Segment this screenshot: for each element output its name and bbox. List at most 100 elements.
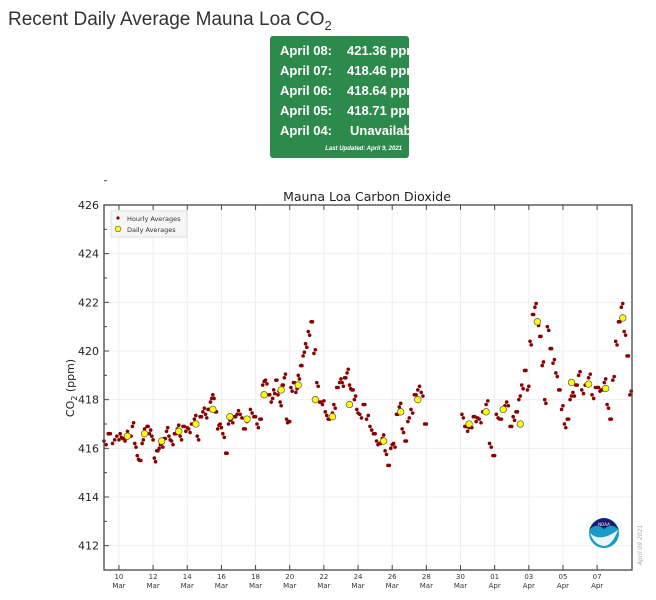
hourly-point [409,407,413,412]
hourly-point [591,396,596,401]
hourly-point [290,389,294,393]
hourly-point [541,360,546,364]
daily-point [602,384,610,393]
x-tick-label: 05 [559,573,568,581]
legend-hourly-marker [116,216,120,220]
daily-point [294,381,302,389]
hourly-point [283,372,288,376]
hourly-point [539,334,543,339]
daily-point [533,318,542,326]
hourly-point [566,417,571,421]
hourly-point [492,453,497,458]
hourly-point [551,361,555,365]
hourly-point [151,438,155,442]
hourly-point [606,406,611,410]
hourly-point [193,413,198,418]
hourly-point [135,453,140,458]
hourly-point [572,394,577,398]
hourly-point [333,406,338,410]
summary-row: April 07: 418.46 ppm [280,63,418,78]
hourly-point [297,377,302,381]
daily-point [157,437,166,445]
hourly-point [609,417,614,421]
hourly-point [337,380,342,385]
daily-point [516,420,524,428]
daily-point [499,405,507,414]
date-stamp: April 09 2021 [637,525,644,566]
summary-row: April 05: 418.71 ppm [280,103,418,118]
hourly-point [117,438,121,442]
x-tick-label: 01 [490,573,499,581]
hourly-point [558,388,562,392]
hourly-point [312,351,316,356]
summary-row: April 04: Unavailable [280,123,423,138]
hourly-point [142,427,147,431]
daily-average-summary-box: April 08: 421.36 ppm April 07: 418.46 ppm … [270,36,423,158]
hourly-point [310,320,315,324]
hourly-point [628,393,632,397]
hourly-point [460,412,464,417]
hourly-point [397,405,402,409]
hourly-point [287,419,292,424]
daily-point [328,413,337,421]
daily-point [345,400,354,409]
hourly-point [195,434,200,438]
hourly-point [384,452,389,457]
hourly-point [182,424,187,429]
summary-row: April 08: 421.36 ppm [280,43,418,58]
hourly-point [202,406,207,410]
hourly-point [221,431,225,436]
hourly-point [499,417,504,421]
hourly-point [531,312,536,317]
y-tick-label: 418 [78,394,99,407]
hourly-point [352,397,357,402]
hourly-point [373,431,377,436]
hourly-point [353,394,358,398]
hourly-point [363,402,367,407]
hourly-point [517,397,521,402]
hourly-point [243,427,248,431]
hourly-point [364,417,369,421]
hourly-point [130,424,135,429]
hourly-point [118,431,122,436]
hourly-point [279,403,283,408]
hourly-point [554,371,558,375]
hourly-point [305,345,309,350]
x-tick-label: 07 [593,573,602,581]
hourly-point [260,383,265,387]
hourly-point [339,377,343,381]
hourly-point [276,393,280,397]
hourly-point [164,429,169,434]
hourly-point [529,343,534,347]
hourly-point [336,385,340,390]
hourly-point [487,441,492,446]
hourly-point [165,425,170,430]
hourly-point [619,305,624,310]
x-tick-label: 20 [285,573,294,581]
hourly-point [544,401,548,406]
page-title: Recent Daily Average Mauna Loa CO2 [8,9,332,33]
daily-point [380,437,388,445]
hourly-point [424,422,429,426]
x-tick-label: 26 [388,573,397,581]
hourly-point [152,456,157,460]
hourly-point [465,429,470,434]
daily-point [123,432,132,440]
hourly-point [250,411,254,415]
hourly-point [110,441,115,446]
hourly-point [461,416,466,420]
hourly-point [586,375,591,380]
x-tick-label: Mar [249,582,262,590]
x-tick-label: 12 [149,573,158,581]
hourly-point [134,445,138,449]
x-tick-label: Apr [557,582,569,590]
hourly-point [263,378,268,383]
hourly-point [215,427,220,431]
hourly-point [284,417,289,421]
hourly-point [186,427,191,431]
hourly-point [610,378,615,383]
hourly-point [545,324,550,329]
hourly-point [366,413,371,418]
hourly-point [147,431,152,436]
hourly-point [303,341,308,346]
